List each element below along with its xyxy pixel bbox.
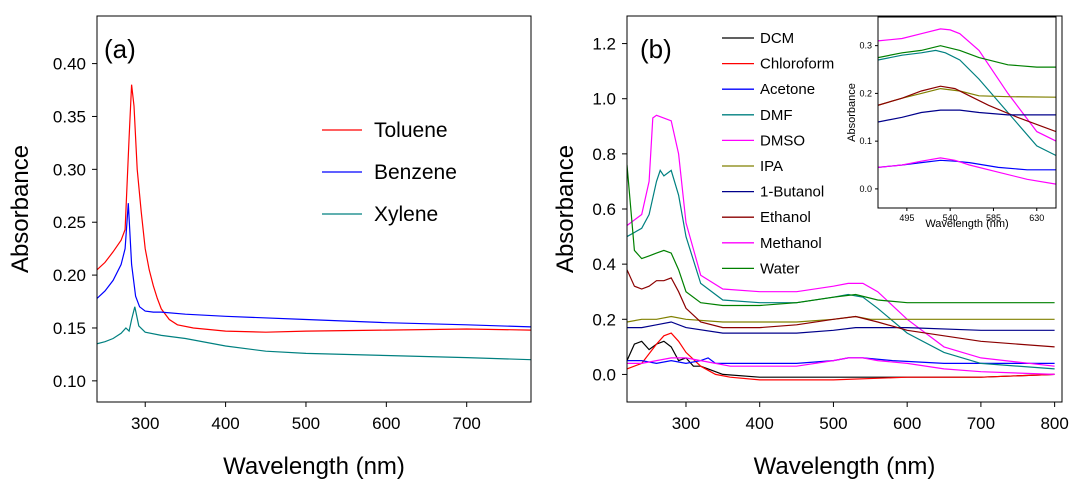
plot-frame bbox=[96, 15, 532, 403]
y-tick-label: 0.0 bbox=[859, 184, 872, 194]
y-tick-label: 0.25 bbox=[53, 213, 86, 232]
series-line-ipa bbox=[627, 315, 1055, 323]
x-tick-label: 630 bbox=[1029, 213, 1044, 223]
series-line-ethanol bbox=[627, 269, 1055, 348]
series-line-toluene bbox=[97, 84, 531, 333]
x-tick-label: 400 bbox=[211, 414, 239, 433]
y-tick-label: 0.8 bbox=[592, 145, 616, 164]
legend-label: Xylene bbox=[374, 203, 438, 226]
y-axis-title: Absorbance bbox=[7, 145, 34, 273]
y-tick-label: 0.20 bbox=[53, 266, 86, 285]
x-tick-label: 800 bbox=[1040, 414, 1068, 433]
legend: DCM Chloroform Acetone DMF DMSO IPA 1-Butanol E… bbox=[722, 30, 834, 277]
x-tick-label: 585 bbox=[986, 213, 1001, 223]
legend-label: DMF bbox=[760, 107, 793, 124]
series-line-dmso bbox=[878, 28, 1056, 142]
x-tick-label: 600 bbox=[893, 414, 921, 433]
x-tick-label: 300 bbox=[131, 414, 159, 433]
x-tick-label: 540 bbox=[943, 213, 958, 223]
y-tick-label: 0.2 bbox=[859, 88, 872, 98]
plot-frame bbox=[626, 15, 1063, 403]
y-tick-label: 0.1 bbox=[859, 136, 872, 146]
series-line-dmf bbox=[627, 169, 1055, 370]
inset-chart: 495 540 585 630 0.0 0.1 0.2 0.3 Wavelength (nm) A… bbox=[846, 16, 1057, 230]
x-tick-label: 700 bbox=[967, 414, 995, 433]
series-group bbox=[878, 28, 1056, 185]
legend-label: DMSO bbox=[760, 132, 805, 149]
y-tick-label: 0.30 bbox=[53, 160, 86, 179]
y-tick-label: 0.4 bbox=[592, 255, 616, 274]
legend-label: Acetone bbox=[760, 81, 815, 98]
x-tick-label: 700 bbox=[453, 414, 481, 433]
y-tick-label: 0.0 bbox=[592, 365, 616, 384]
y-tick-label: 1.0 bbox=[592, 90, 616, 109]
plot-frame bbox=[877, 16, 1057, 209]
legend-label: 1-Butanol bbox=[760, 184, 824, 201]
series-line-dmf bbox=[878, 49, 1056, 157]
x-axis-title: Wavelength (nm) bbox=[754, 453, 936, 479]
x-axis-title: Wavelength (nm) bbox=[223, 453, 405, 479]
y-tick-label: 1.2 bbox=[592, 35, 616, 54]
x-tick-label: 495 bbox=[899, 213, 914, 223]
series-line-methanol bbox=[878, 157, 1056, 185]
series-line-dcm bbox=[627, 340, 1055, 378]
series-line-1-butanol bbox=[878, 109, 1056, 123]
series-line-water bbox=[878, 45, 1056, 68]
series-line-ethanol bbox=[878, 85, 1056, 133]
series-line-1-butanol bbox=[627, 321, 1055, 334]
y-tick-label: 0.3 bbox=[859, 41, 872, 51]
series-line-methanol bbox=[627, 357, 1055, 375]
series-group bbox=[97, 84, 531, 361]
panel-label: (b) bbox=[640, 34, 672, 64]
panel-label: (a) bbox=[104, 34, 136, 64]
y-tick-label: 0.35 bbox=[53, 107, 86, 126]
legend-label: IPA bbox=[760, 158, 783, 175]
y-tick-label: 0.40 bbox=[53, 55, 86, 74]
y-tick-label: 0.15 bbox=[53, 319, 86, 338]
legend-label: Toluene bbox=[374, 119, 448, 142]
x-axis-title: Wavelength (nm) bbox=[925, 218, 1008, 230]
legend-label: DCM bbox=[760, 30, 794, 47]
y-tick-label: 0.2 bbox=[592, 310, 616, 329]
series-line-water bbox=[627, 164, 1055, 307]
chart-panel-b: 300 400 500 600 700 800 0.0 0.2 0.4 0.6 0.8 1.0 1.2 W… bbox=[552, 15, 1069, 479]
series-line-benzene bbox=[97, 203, 531, 328]
series-line-xylene bbox=[97, 306, 531, 361]
series-line-chloroform bbox=[627, 332, 1055, 381]
x-tick-label: 600 bbox=[372, 414, 400, 433]
chart-panel-a: 300 400 500 600 700 0.10 0.15 0.20 0.25 0.30 0.35 0… bbox=[7, 15, 532, 479]
y-axis-title: Absorbance bbox=[846, 83, 858, 142]
x-tick-label: 500 bbox=[819, 414, 847, 433]
y-tick-label: 0.6 bbox=[592, 200, 616, 219]
series-group bbox=[627, 114, 1055, 381]
x-tick-label: 300 bbox=[672, 414, 700, 433]
series-line-acetone bbox=[627, 357, 1055, 365]
y-tick-label: 0.10 bbox=[53, 372, 86, 391]
legend-label: Water bbox=[760, 260, 799, 277]
legend-label: Methanol bbox=[760, 235, 822, 252]
y-axis-title: Absorbance bbox=[552, 145, 579, 273]
legend-label: Benzene bbox=[374, 161, 457, 184]
x-tick-label: 400 bbox=[746, 414, 774, 433]
legend: Toluene Benzene Xylene bbox=[322, 119, 457, 226]
legend-label: Ethanol bbox=[760, 209, 811, 226]
x-tick-label: 500 bbox=[292, 414, 320, 433]
series-line-dmso bbox=[627, 114, 1055, 367]
legend-label: Chloroform bbox=[760, 56, 834, 73]
